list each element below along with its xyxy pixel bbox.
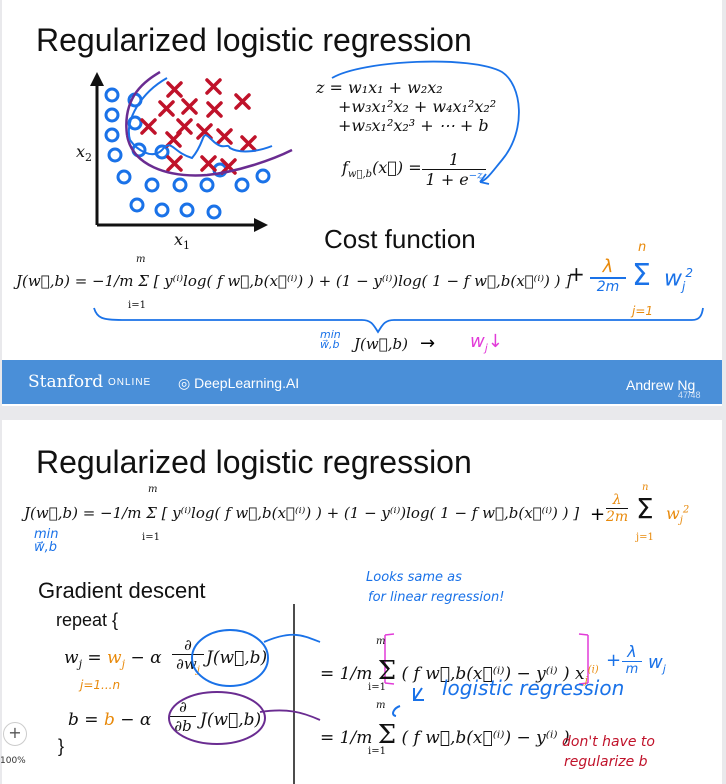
author-label: Andrew Ng xyxy=(626,377,696,393)
stanford-logo: Stanford xyxy=(28,372,104,392)
reg-term: wj2 xyxy=(664,266,693,294)
note-dont-have: don't have to xyxy=(562,734,655,750)
reg-sum-bottom: j=1 xyxy=(632,304,654,318)
gradient-descent-title: Gradient descent xyxy=(38,578,206,603)
zoom-level: 100% xyxy=(0,756,26,766)
cost-equation: J(w⃗,b) = −1/m Σ [ y⁽ⁱ⁾log( f w⃗,b(x⃗⁽ⁱ⁾… xyxy=(16,272,572,290)
z-annotation-loop xyxy=(331,60,520,185)
cost-brace xyxy=(93,307,704,334)
reg-sum-top-2: n xyxy=(642,482,649,493)
min-expr: J(w⃗,b) xyxy=(354,335,408,353)
slide-title: Regularized logistic regression xyxy=(36,22,472,58)
zoom-controls: + 100% xyxy=(0,722,30,766)
reg-fraction: λ 2m xyxy=(590,256,626,295)
w-update: wj = wj − α xyxy=(64,648,162,671)
slide-title-2: Regularized logistic regression xyxy=(36,444,472,480)
z-equation: z = w₁x₁ + w₂x₂ +w₃x₁²x₂ + w₄x₁²x₂² +w₅x… xyxy=(316,78,497,135)
reg-sum: Σ xyxy=(632,258,651,293)
sigmoid-equation: fw⃗,b(x⃗) = xyxy=(342,158,422,181)
b-update: b = b − α xyxy=(68,710,152,730)
grad-w: = 1/m Σ ( f w⃗,b(x⃗⁽ⁱ⁾) − y⁽ⁱ⁾ ) xj(i) xyxy=(320,656,599,687)
grad-w-reg-term: wj xyxy=(648,652,666,676)
sum-bottom: i=1 xyxy=(128,300,146,311)
reg-fraction-2: λ 2m xyxy=(606,492,629,525)
reg-sum-bottom-2: j=1 xyxy=(636,532,654,543)
grad-w-sum-top: m xyxy=(376,636,386,647)
sum-bottom-2: i=1 xyxy=(142,532,160,543)
plus-sign: + xyxy=(568,262,585,286)
grad-b-sum-bottom: i=1 xyxy=(368,746,386,757)
grad-w-reg-frac: λ m xyxy=(622,642,642,677)
page-number: 47/48 xyxy=(678,390,701,400)
slide-1: Regularized logistic regression xyxy=(2,0,722,406)
y-axis-label: x2 xyxy=(76,142,93,165)
j-range: j=1...n xyxy=(80,678,121,692)
plus-sign-2: + xyxy=(590,504,606,525)
note-for-linear: for linear regression! xyxy=(368,590,505,605)
w-J: J(w⃗,b) xyxy=(206,648,268,668)
sum-top: m xyxy=(136,254,146,265)
repeat-label: repeat { xyxy=(56,610,119,630)
note-regularize-b: regularize b xyxy=(564,754,648,770)
grad-w-reg: + xyxy=(606,650,622,671)
x-axis-label: x1 xyxy=(174,230,191,253)
arrow: → xyxy=(420,333,436,354)
sigmoid-fraction: 1 1 + e−z xyxy=(422,150,486,189)
cost-function-title: Cost function xyxy=(324,224,476,254)
grad-b: = 1/m Σ ( f w⃗,b(x⃗⁽ⁱ⁾) − y⁽ⁱ⁾ ) xyxy=(320,720,570,750)
slide-2: Regularized logistic regression J(w⃗,b) … xyxy=(2,420,722,784)
wj-decrease: wj↓ xyxy=(470,331,503,355)
note-looks-same: Looks same as xyxy=(366,570,462,585)
b-J: J(w⃗,b) xyxy=(200,710,262,730)
reg-sum-top: n xyxy=(638,240,647,255)
grad-b-sum-top: m xyxy=(376,700,386,711)
grad-w-sum-bottom: i=1 xyxy=(368,682,386,693)
reg-term-2: wj2 xyxy=(666,504,690,527)
note-logistic: logistic regression xyxy=(442,676,625,700)
banner: Stanford ONLINE ◎ DeepLearning.AI Andrew… xyxy=(2,360,722,404)
cost-equation-2: J(w⃗,b) = −1/m Σ [ y⁽ⁱ⁾log( f w⃗,b(x⃗⁽ⁱ⁾… xyxy=(24,504,580,522)
b-partial: ∂ ∂b xyxy=(170,698,196,735)
close-brace: } xyxy=(58,736,65,756)
dlai-logo: ◎ DeepLearning.AI xyxy=(178,375,300,391)
derivative-annotations xyxy=(168,604,589,784)
online-label: ONLINE xyxy=(108,377,152,388)
min-note: min w⃗,b xyxy=(34,527,59,555)
decision-boundary-plot xyxy=(90,70,293,232)
zoom-in-button[interactable]: + xyxy=(3,722,27,746)
min-label: min w⃗,b xyxy=(320,328,341,351)
sum-top-2: m xyxy=(148,484,158,495)
reg-sum-2: Σ xyxy=(636,492,654,525)
